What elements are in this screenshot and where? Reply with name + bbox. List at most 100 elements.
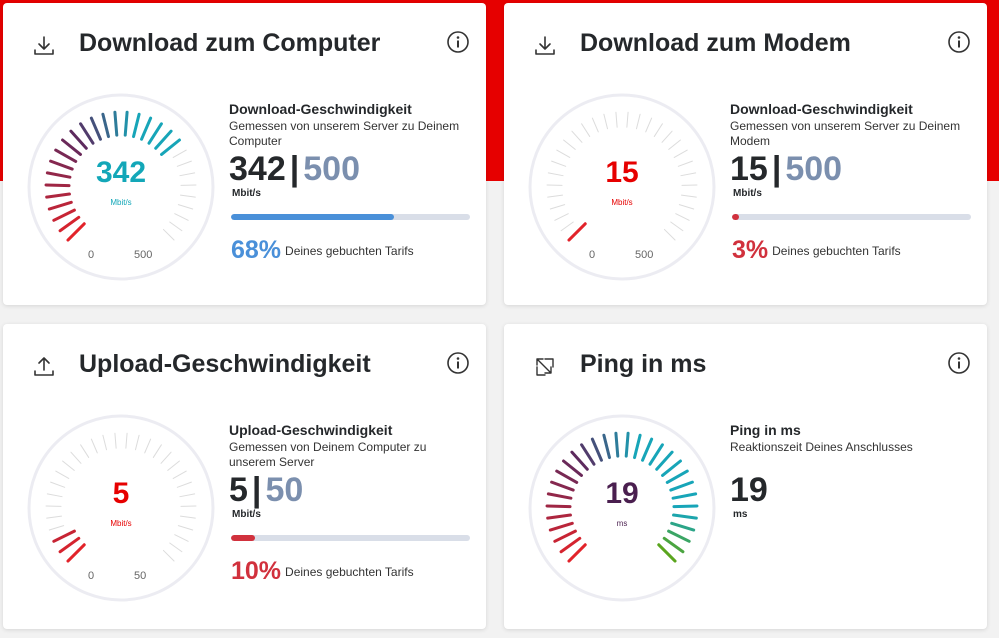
gauge-tick xyxy=(48,525,65,531)
gauge-tick xyxy=(49,159,74,171)
percent-label: Deines gebuchten Tarifs xyxy=(285,564,414,579)
info-icon[interactable] xyxy=(947,351,971,375)
gauge-min-label: 0 xyxy=(88,570,95,582)
percent-label: Deines gebuchten Tarifs xyxy=(772,243,901,258)
gauge-tick xyxy=(680,194,697,198)
gauge-tick xyxy=(54,148,78,163)
percent-label: Deines gebuchten Tarifs xyxy=(285,243,414,258)
gauge-tick xyxy=(661,130,673,143)
gauge-tick xyxy=(44,183,71,188)
booked-speed: 500 xyxy=(785,150,843,188)
gauge-tick xyxy=(571,130,583,143)
gauge-tick xyxy=(602,433,611,460)
gauge-tick xyxy=(553,529,577,543)
info-icon[interactable] xyxy=(446,30,470,54)
gauge-tick xyxy=(626,111,629,128)
gauge-tick xyxy=(615,111,618,128)
speed-readout: 342 | 500 xyxy=(229,151,360,187)
gauge-tick xyxy=(670,521,696,532)
gauge-tick xyxy=(172,149,187,158)
gauge-tick xyxy=(152,444,162,458)
gauge-tick xyxy=(562,459,583,477)
gauge-tick xyxy=(179,172,196,177)
gauge-tick xyxy=(549,204,566,210)
gauge-tick xyxy=(61,138,82,156)
gauge-tick xyxy=(147,122,163,145)
gauge-tick xyxy=(670,221,684,232)
gauge-tick xyxy=(50,481,66,488)
gauge-tick xyxy=(548,521,574,532)
gauge-tick xyxy=(590,437,603,462)
gauge-tick xyxy=(603,113,609,130)
metric-description: Gemessen von unserem Server zu Deinem Co… xyxy=(229,119,460,148)
gauge-max-label: 50 xyxy=(134,570,147,582)
gauge-dial xyxy=(27,93,215,281)
gauge-tick xyxy=(567,222,587,242)
gauge-tick xyxy=(45,192,71,199)
gauge-tick xyxy=(144,438,152,454)
gauge-tick xyxy=(162,549,175,562)
info-icon[interactable] xyxy=(446,351,470,375)
gauge-max-label: 500 xyxy=(635,249,654,261)
gauge-max-label: 500 xyxy=(134,249,153,261)
gauge-tick xyxy=(102,434,108,451)
card-title: Upload-Geschwindigkeit xyxy=(79,350,371,378)
gauge-tick xyxy=(172,470,187,479)
tariff-progress-bar xyxy=(231,535,470,541)
tariff-percent: 68% Deines gebuchten Tarifs xyxy=(231,236,414,265)
speed-separator: | xyxy=(771,150,782,188)
gauge-tick xyxy=(179,515,196,519)
ping-gauge: 19 ms xyxy=(527,413,717,603)
gauge-tick xyxy=(89,116,102,141)
speed-readout: 15 | 500 xyxy=(730,151,842,187)
gauge-tick xyxy=(633,433,642,460)
gauge-tick xyxy=(657,543,677,563)
gauge-tick xyxy=(160,138,181,156)
gauge-tick xyxy=(556,149,571,158)
gauge-tick xyxy=(177,525,194,531)
gauge-tick xyxy=(46,515,63,519)
tariff-progress-bar xyxy=(732,214,971,220)
speed-gauge: 15 Mbit/s 0 500 xyxy=(527,92,717,282)
metric-description: Gemessen von unserem Server zu Deinem Mo… xyxy=(730,119,961,148)
speed-separator: | xyxy=(251,471,262,509)
gauge-tick xyxy=(546,513,572,520)
gauge-dial xyxy=(528,414,716,602)
gauge-tick xyxy=(546,492,573,500)
card-title: Ping in ms xyxy=(580,350,707,378)
metric-heading: Ping in ms xyxy=(730,422,801,438)
gauge-unit: Mbit/s xyxy=(110,519,132,528)
tariff-progress-fill xyxy=(231,214,394,220)
speed-gauge: 342 Mbit/s 0 500 xyxy=(26,92,216,282)
speed-readout: 5 | 50 xyxy=(229,472,303,508)
gauge-tick xyxy=(551,160,567,167)
percent-value: 10% xyxy=(231,557,282,585)
gauge-dial xyxy=(528,93,716,281)
gauge-tick xyxy=(177,204,194,210)
gauge-tick xyxy=(125,432,128,449)
gauge-tick xyxy=(567,543,587,563)
gauge-tick xyxy=(665,469,689,484)
metric-heading: Download-Geschwindigkeit xyxy=(229,101,412,117)
gauge-min-label: 0 xyxy=(88,249,95,261)
tariff-percent: 10% Deines gebuchten Tarifs xyxy=(231,557,414,586)
gauge-tick xyxy=(140,116,153,141)
gauge-tick xyxy=(559,536,582,554)
download-icon xyxy=(532,33,558,59)
gauge-tick xyxy=(671,492,698,500)
gauge-unit: ms xyxy=(616,519,628,528)
metric-heading: Upload-Geschwindigkeit xyxy=(229,422,393,438)
info-icon[interactable] xyxy=(947,30,971,54)
gauge-tick xyxy=(174,534,189,542)
card-title: Download zum Computer xyxy=(79,29,381,57)
gauge-tick xyxy=(80,444,90,458)
gauge-unit: Mbit/s xyxy=(611,198,633,207)
tariff-percent: 3% Deines gebuchten Tarifs xyxy=(732,236,901,265)
gauge-min-label: 0 xyxy=(589,249,596,261)
gauge-tick xyxy=(554,213,569,221)
gauge-tick xyxy=(667,529,691,543)
gauge-tick xyxy=(62,460,75,471)
ping-unit: ms xyxy=(733,509,748,520)
gauge-tick xyxy=(680,172,697,177)
gauge-tick xyxy=(162,228,175,241)
